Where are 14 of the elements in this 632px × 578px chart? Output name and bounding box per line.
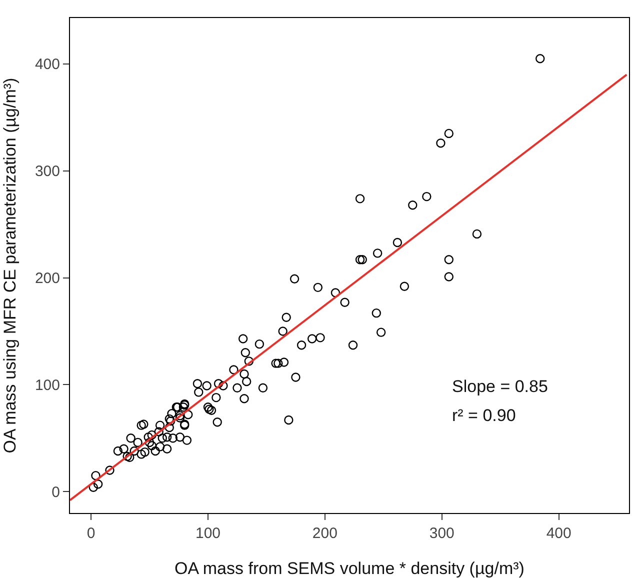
y-tick-label: 400 [34, 56, 60, 74]
y-axis-title: OA mass using MFR CE parameterization (µg/m³) [0, 78, 20, 454]
annotation: Slope = 0.85 [452, 377, 548, 396]
y-tick-label: 200 [34, 270, 60, 288]
x-tick-label: 100 [195, 525, 221, 542]
x-tick-label: 400 [546, 525, 572, 542]
y-tick-label: 0 [52, 484, 60, 501]
x-axis-title: OA mass from SEMS volume * density (µg/m³) [174, 559, 524, 578]
x-tick-label: 0 [86, 525, 96, 542]
y-tick-label: 100 [34, 376, 60, 394]
y-tick-label: 300 [34, 163, 60, 180]
annotation: r² = 0.90 [452, 406, 516, 425]
x-tick-label: 300 [429, 525, 454, 542]
x-tick-label: 200 [312, 525, 338, 542]
